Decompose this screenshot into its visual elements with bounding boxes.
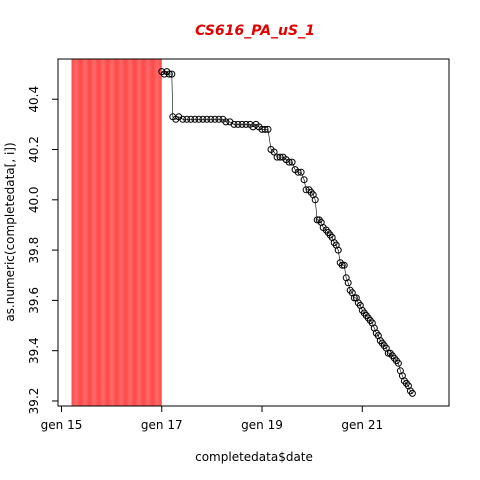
x-axis: gen 15 gen 17 gen 19 gen 21 — [41, 406, 383, 432]
y-tick-label: 39.2 — [27, 388, 41, 415]
chart-title: CS616_PA_uS_1 — [195, 23, 315, 39]
series-line — [162, 72, 413, 394]
x-tick-label: gen 19 — [241, 418, 283, 432]
y-axis: 39.2 39.4 39.6 39.8 40.0 40.2 40.4 — [27, 86, 58, 414]
x-axis-label: completedata$date — [195, 450, 313, 464]
y-tick-label: 39.8 — [27, 237, 41, 264]
x-tick-label: gen 15 — [41, 418, 83, 432]
y-tick-label: 39.6 — [27, 287, 41, 314]
y-axis-label: as.numeric(completedata[, i]) — [3, 142, 17, 321]
y-tick-label: 39.4 — [27, 337, 41, 364]
y-tick-label: 40.4 — [27, 86, 41, 113]
y-tick-label: 40.2 — [27, 136, 41, 163]
highlight-band — [72, 59, 162, 406]
x-tick-label: gen 21 — [341, 418, 383, 432]
y-tick-label: 40.0 — [27, 186, 41, 213]
x-tick-label: gen 17 — [141, 418, 183, 432]
